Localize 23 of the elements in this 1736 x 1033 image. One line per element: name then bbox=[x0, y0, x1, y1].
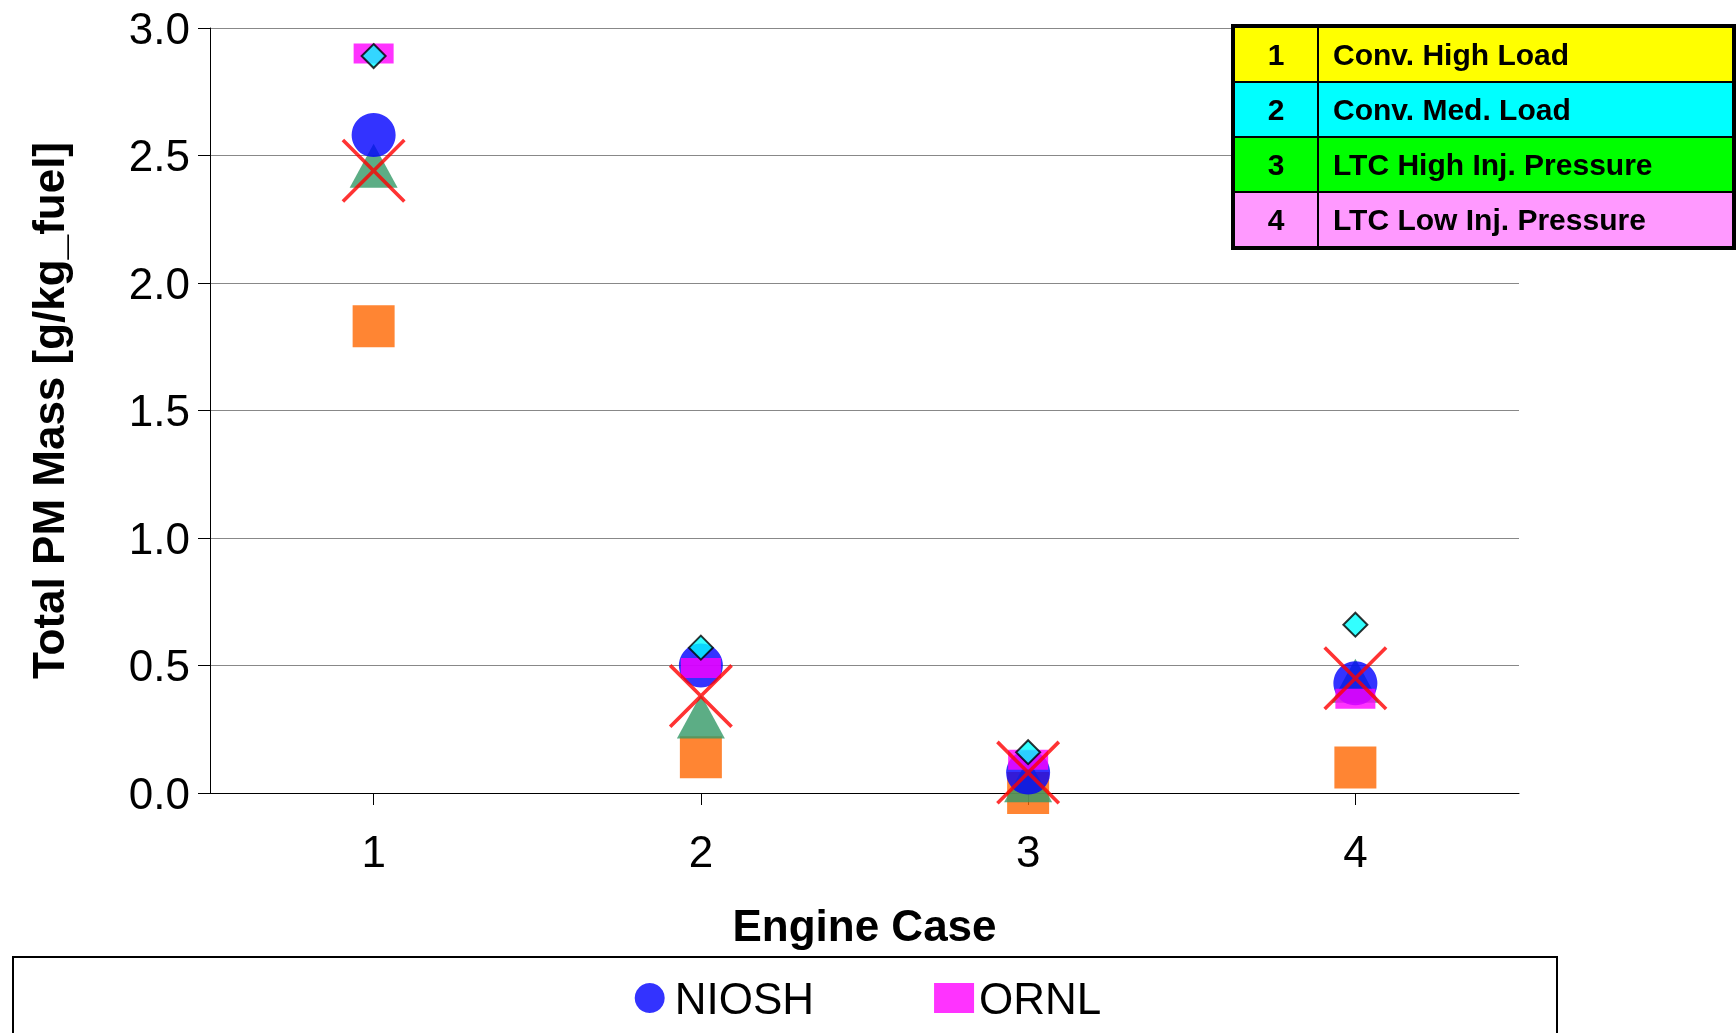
category-label: 2 bbox=[1267, 92, 1285, 126]
y-tick-label: 1.5 bbox=[128, 386, 190, 435]
x-axis-title: Engine Case bbox=[732, 900, 997, 950]
y-tick-label: 2.0 bbox=[128, 258, 190, 308]
y-tick-label: 0.0 bbox=[128, 768, 190, 818]
y-tick-label: 3.0 bbox=[128, 3, 190, 53]
annotation: Conv. High Load bbox=[1318, 26, 1734, 82]
x-tick-label: 4 bbox=[1343, 826, 1368, 876]
legend-label: ORNL bbox=[979, 973, 1102, 1023]
y-axis-title: Total PM Mass [g/kg_fuel] bbox=[23, 141, 73, 680]
annotation: Conv. Med. Load bbox=[1318, 82, 1734, 137]
y-tick-label: 1.0 bbox=[128, 513, 190, 563]
annotation: LTC Low Inj. Pressure bbox=[1318, 192, 1734, 248]
category-label: 1 bbox=[1267, 37, 1285, 71]
y-tick-label: 0.5 bbox=[128, 641, 190, 690]
category-label: 4 bbox=[1267, 202, 1285, 236]
x-tick-label: 3 bbox=[1015, 826, 1041, 876]
y-tick-label: 2.5 bbox=[128, 131, 190, 180]
category-label: 3 bbox=[1267, 147, 1285, 181]
legend-label: NIOSH bbox=[674, 973, 815, 1023]
x-tick-label: 1 bbox=[361, 826, 386, 876]
annotation: LTC High Inj. Pressure bbox=[1318, 137, 1734, 192]
x-tick-label: 2 bbox=[688, 826, 714, 876]
